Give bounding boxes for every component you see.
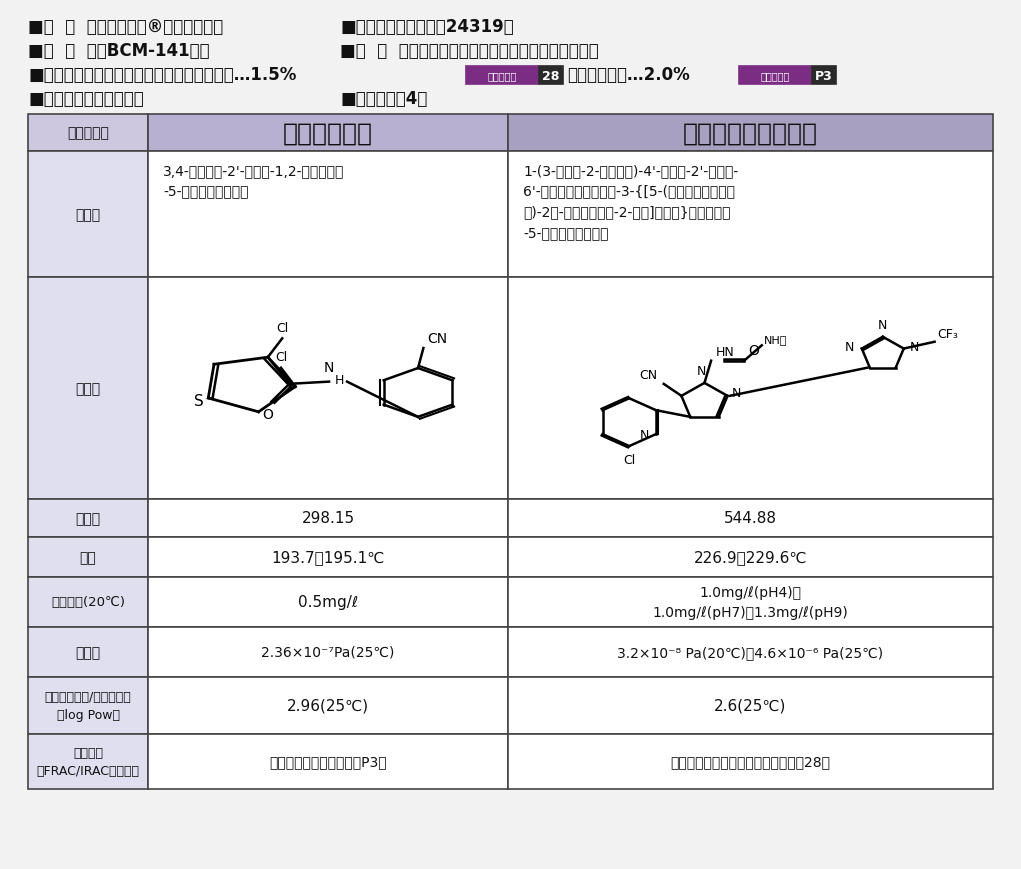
Bar xyxy=(508,278,993,500)
Text: 宿主植物の抗抗性誘導（P3）: 宿主植物の抗抗性誘導（P3） xyxy=(270,754,387,768)
Text: N: N xyxy=(910,341,919,354)
Bar xyxy=(148,115,508,152)
Text: ■種  類  名：テトラニリプロール・イソチアニル粒剤: ■種 類 名：テトラニリプロール・イソチアニル粒剤 xyxy=(340,42,598,60)
Bar xyxy=(148,537,508,577)
Text: CN: CN xyxy=(427,331,447,345)
Bar xyxy=(508,500,993,537)
Text: N: N xyxy=(878,318,887,331)
Text: O: O xyxy=(748,344,760,358)
Text: 有効成分名: 有効成分名 xyxy=(67,126,109,140)
Bar xyxy=(28,500,148,537)
Text: HN: HN xyxy=(716,346,734,359)
Bar xyxy=(148,278,508,500)
Text: ■有効成分および含量：テトラニリプロール…1.5%: ■有効成分および含量：テトラニリプロール…1.5% xyxy=(28,66,296,84)
Bar xyxy=(148,627,508,677)
Text: リアノジン受容体モジュレーター（28）: リアノジン受容体モジュレーター（28） xyxy=(671,754,830,768)
Text: ■試  験  名：BCM-141粒剤: ■試 験 名：BCM-141粒剤 xyxy=(28,42,209,60)
Text: 分子量: 分子量 xyxy=(76,512,100,526)
Bar xyxy=(28,152,148,278)
Bar xyxy=(28,734,148,789)
Text: 193.7～195.1℃: 193.7～195.1℃ xyxy=(272,550,385,565)
Text: N: N xyxy=(640,428,649,441)
Text: O: O xyxy=(262,408,274,421)
Text: H: H xyxy=(335,374,344,387)
Bar xyxy=(812,67,836,85)
Bar xyxy=(508,537,993,577)
Text: S: S xyxy=(194,394,204,408)
Text: ■商  品  名：ヨーバル®トップ笱粒剤: ■商 品 名：ヨーバル®トップ笱粒剤 xyxy=(28,18,224,36)
Bar xyxy=(28,278,148,500)
Text: 2.96(25℃): 2.96(25℃) xyxy=(287,698,369,713)
Text: 298.15: 298.15 xyxy=(301,511,354,526)
Bar xyxy=(148,577,508,627)
Bar xyxy=(28,627,148,677)
Text: ■農林水産省登録：第24319号: ■農林水産省登録：第24319号 xyxy=(340,18,514,36)
Text: 殺舱剤分類: 殺舱剤分類 xyxy=(487,71,517,81)
Text: 2.36×10⁻⁷Pa(25℃): 2.36×10⁻⁷Pa(25℃) xyxy=(261,646,395,660)
Bar xyxy=(508,577,993,627)
Bar xyxy=(508,677,993,734)
Text: 2.6(25℃): 2.6(25℃) xyxy=(715,698,787,713)
Bar xyxy=(148,500,508,537)
Text: 水溶解度(20℃): 水溶解度(20℃) xyxy=(51,596,125,609)
Bar xyxy=(28,537,148,577)
Text: P3: P3 xyxy=(815,70,833,83)
Text: 28: 28 xyxy=(542,70,560,83)
Text: 1.0mg/ℓ(pH4)、
1.0mg/ℓ(pH7)、1.3mg/ℓ(pH9): 1.0mg/ℓ(pH4)、 1.0mg/ℓ(pH7)、1.3mg/ℓ(pH9) xyxy=(652,586,848,619)
Text: N: N xyxy=(732,387,741,400)
Bar xyxy=(28,677,148,734)
Text: 殺菌剤分類: 殺菌剤分類 xyxy=(761,71,789,81)
Text: 作用機構
（FRAC/IRACコード）: 作用機構 （FRAC/IRACコード） xyxy=(37,746,140,777)
Text: 3,4-ジクロロ-2'-シアノ-1,2-チアゾール
-5-カルボキサニリド: 3,4-ジクロロ-2'-シアノ-1,2-チアゾール -5-カルボキサニリド xyxy=(163,164,344,198)
Text: Cl: Cl xyxy=(623,454,635,467)
Bar xyxy=(508,115,993,152)
Text: 融点: 融点 xyxy=(80,550,96,564)
Text: 226.9～229.6℃: 226.9～229.6℃ xyxy=(693,550,808,565)
Text: Cl: Cl xyxy=(275,351,287,364)
Text: Cl: Cl xyxy=(276,322,288,335)
Bar xyxy=(28,115,148,152)
Bar xyxy=(148,677,508,734)
Text: テトラニリプロール: テトラニリプロール xyxy=(683,122,818,145)
Bar xyxy=(28,577,148,627)
Bar xyxy=(466,67,538,85)
Text: 化学名: 化学名 xyxy=(76,208,100,222)
Bar xyxy=(539,67,563,85)
Text: NHー: NHー xyxy=(764,335,787,344)
Text: N: N xyxy=(324,361,334,375)
Bar xyxy=(508,734,993,789)
Text: イソチアニル: イソチアニル xyxy=(283,122,373,145)
Text: 0.5mg/ℓ: 0.5mg/ℓ xyxy=(298,594,358,610)
Text: ■性　　状：類白色細粒: ■性 状：類白色細粒 xyxy=(28,90,144,108)
Text: オクタノール/水分配係数
（log Pow）: オクタノール/水分配係数 （log Pow） xyxy=(45,690,132,721)
Text: 蒸気圧: 蒸気圧 xyxy=(76,646,100,660)
Bar xyxy=(148,152,508,278)
Bar xyxy=(148,734,508,789)
Text: N: N xyxy=(844,341,855,354)
Text: CF₃: CF₃ xyxy=(937,328,958,341)
Text: イソチアニル…2.0%: イソチアニル…2.0% xyxy=(567,66,690,84)
Text: 3.2×10⁻⁸ Pa(20℃)、4.6×10⁻⁶ Pa(25℃): 3.2×10⁻⁸ Pa(20℃)、4.6×10⁻⁶ Pa(25℃) xyxy=(618,646,883,660)
Text: CN: CN xyxy=(639,369,658,381)
Text: 544.88: 544.88 xyxy=(724,511,777,526)
Text: 1-(3-クロロ-2-ピリジル)-4'-シアノ-2'-メチル-
6'-メチルカルバモイル-3-{[5-(トリフルオロメチ
ル)-2Ｈ-テトラゾール-2-イル]メ: 1-(3-クロロ-2-ピリジル)-4'-シアノ-2'-メチル- 6'-メチルカル… xyxy=(523,164,738,240)
Text: N: N xyxy=(696,364,706,377)
Text: 構造式: 構造式 xyxy=(76,381,100,395)
Bar xyxy=(739,67,811,85)
Text: ■有効年限：4年: ■有効年限：4年 xyxy=(340,90,428,108)
Bar xyxy=(508,627,993,677)
Bar xyxy=(508,152,993,278)
